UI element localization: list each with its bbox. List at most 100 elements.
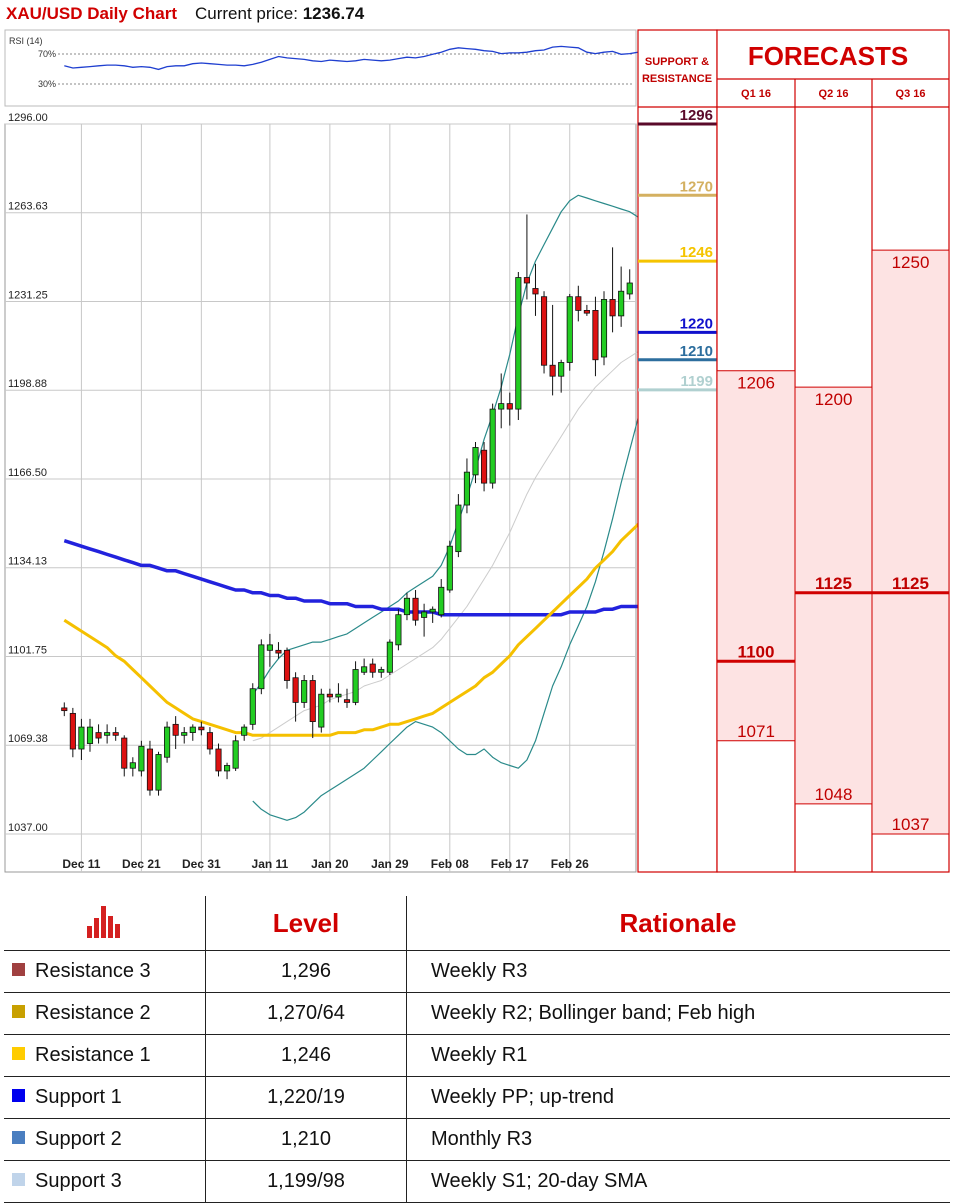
rsi-70-label: 70% (38, 49, 56, 59)
y-tick-label: 1166.50 (8, 467, 47, 479)
candle (489, 403, 496, 489)
table-row: Resistance 3 1,296 Weekly R3 (4, 950, 950, 993)
candle-body (403, 597, 411, 616)
table-row: Support 1 1,220/19 Weekly PP; up-trend (4, 1076, 950, 1119)
level-rationale: Monthly R3 (406, 1118, 950, 1161)
quarter-label: Q1 16 (741, 88, 771, 100)
y-tick-label: 1296.00 (8, 112, 48, 124)
current-price-label: Current price: (194, 4, 298, 23)
candle-body (309, 680, 316, 723)
forecast-range (872, 250, 949, 834)
forecast-mid-label: 1125 (815, 574, 852, 593)
candle (232, 735, 239, 771)
candle-body (326, 693, 333, 698)
level-value: 1,220/19 (205, 1076, 407, 1119)
level-name: Support 2 (35, 1128, 122, 1150)
candle (395, 609, 402, 651)
candle (206, 727, 213, 755)
candle-body (438, 586, 445, 616)
candle (463, 458, 470, 514)
chart-area: RSI (14) 70% 30% 1296.00 1263.63 1231.25 11… (4, 29, 950, 873)
level-name-cell: Support 2 (4, 1118, 206, 1161)
candle (343, 688, 351, 708)
candle (618, 266, 625, 327)
candle-body (592, 310, 599, 361)
y-tick-label: 1101.75 (8, 645, 47, 657)
level-name: Resistance 2 (35, 1002, 151, 1024)
candle (215, 743, 222, 777)
candle-body (609, 299, 616, 317)
candle-body (112, 732, 119, 736)
candle-body (506, 403, 513, 410)
candle (583, 304, 590, 316)
candle (164, 721, 171, 763)
forecast-low-label: 1048 (815, 785, 853, 804)
candle-body (275, 649, 282, 654)
candle (95, 724, 102, 744)
sr-header-line2: RESISTANCE (642, 73, 712, 85)
support-resistance-column: SUPPORT & RESISTANCE 1296 1270 1246 1220 121… (637, 29, 718, 873)
candle-body (249, 688, 256, 725)
forecast-range (795, 387, 872, 804)
forecasts-title: FORECASTS (748, 41, 908, 71)
candle-body (95, 732, 102, 739)
level-value: 1,199/98 (205, 1160, 407, 1203)
candle (600, 291, 608, 366)
candle (241, 724, 248, 741)
level-header: Level (205, 896, 407, 951)
candle (121, 735, 128, 777)
candle (129, 757, 136, 777)
level-value: 1,270/64 (205, 992, 407, 1035)
candle-body (549, 364, 556, 377)
level-name-cell: Support 1 (4, 1076, 206, 1119)
x-tick-label: Jan 29 (371, 857, 409, 871)
candle-body (266, 644, 273, 651)
candle-body (318, 693, 325, 728)
candle (78, 718, 85, 760)
forecast-mid-label: 1100 (738, 642, 775, 661)
level-color-swatch (12, 963, 25, 977)
candle (566, 293, 573, 371)
candle (112, 727, 119, 741)
levels-table-wrap: Level Rationale Resistance 3 1,296 Weekly … (4, 896, 950, 1203)
candle-body (335, 693, 342, 698)
candle (61, 702, 68, 717)
candle-body (472, 447, 479, 476)
candle (506, 392, 513, 426)
level-name: Resistance 1 (35, 1044, 151, 1066)
table-row: Support 3 1,199/98 Weekly S1; 20-day SMA (4, 1160, 950, 1203)
candle (318, 688, 325, 733)
candle-body (361, 666, 368, 673)
candle (69, 707, 76, 758)
candle (301, 675, 308, 708)
candle-body (395, 614, 402, 646)
candle-body (198, 726, 205, 731)
candle-body (164, 726, 171, 758)
x-tick-label: Jan 11 (252, 857, 289, 871)
candle-body (498, 403, 505, 410)
table-row: Resistance 2 1,270/64 Weekly R2; Bollinger… (4, 992, 950, 1035)
candle-body (343, 699, 351, 703)
candle-body (155, 754, 162, 791)
candle (378, 666, 385, 678)
sr-level-label: 1199 (680, 373, 713, 390)
current-price-value: 1236.74 (302, 4, 365, 23)
x-tick-label: Feb 08 (431, 857, 469, 871)
rsi-30-label: 30% (38, 79, 56, 89)
level-name-cell: Resistance 3 (4, 950, 206, 993)
candle (292, 672, 299, 722)
level-name-cell: Support 3 (4, 1160, 206, 1203)
level-value: 1,296 (205, 950, 407, 993)
level-color-swatch (12, 1131, 25, 1145)
candle (403, 592, 411, 621)
chart-header: XAU/USD Daily Chart Current price: 1236.7… (6, 4, 364, 26)
candle-body (600, 299, 608, 358)
forecast-high-label: 1250 (892, 253, 930, 272)
candle-body (232, 740, 239, 769)
y-tick-label: 1231.25 (8, 290, 48, 302)
candle-body (421, 611, 428, 618)
level-color-swatch (12, 1047, 25, 1061)
candle (283, 647, 291, 689)
forecasts-panel: FORECASTS Q1 16 1206 1071 1100 Q2 16 1200 1048… (716, 29, 950, 873)
x-tick-label: Dec 21 (122, 857, 161, 871)
